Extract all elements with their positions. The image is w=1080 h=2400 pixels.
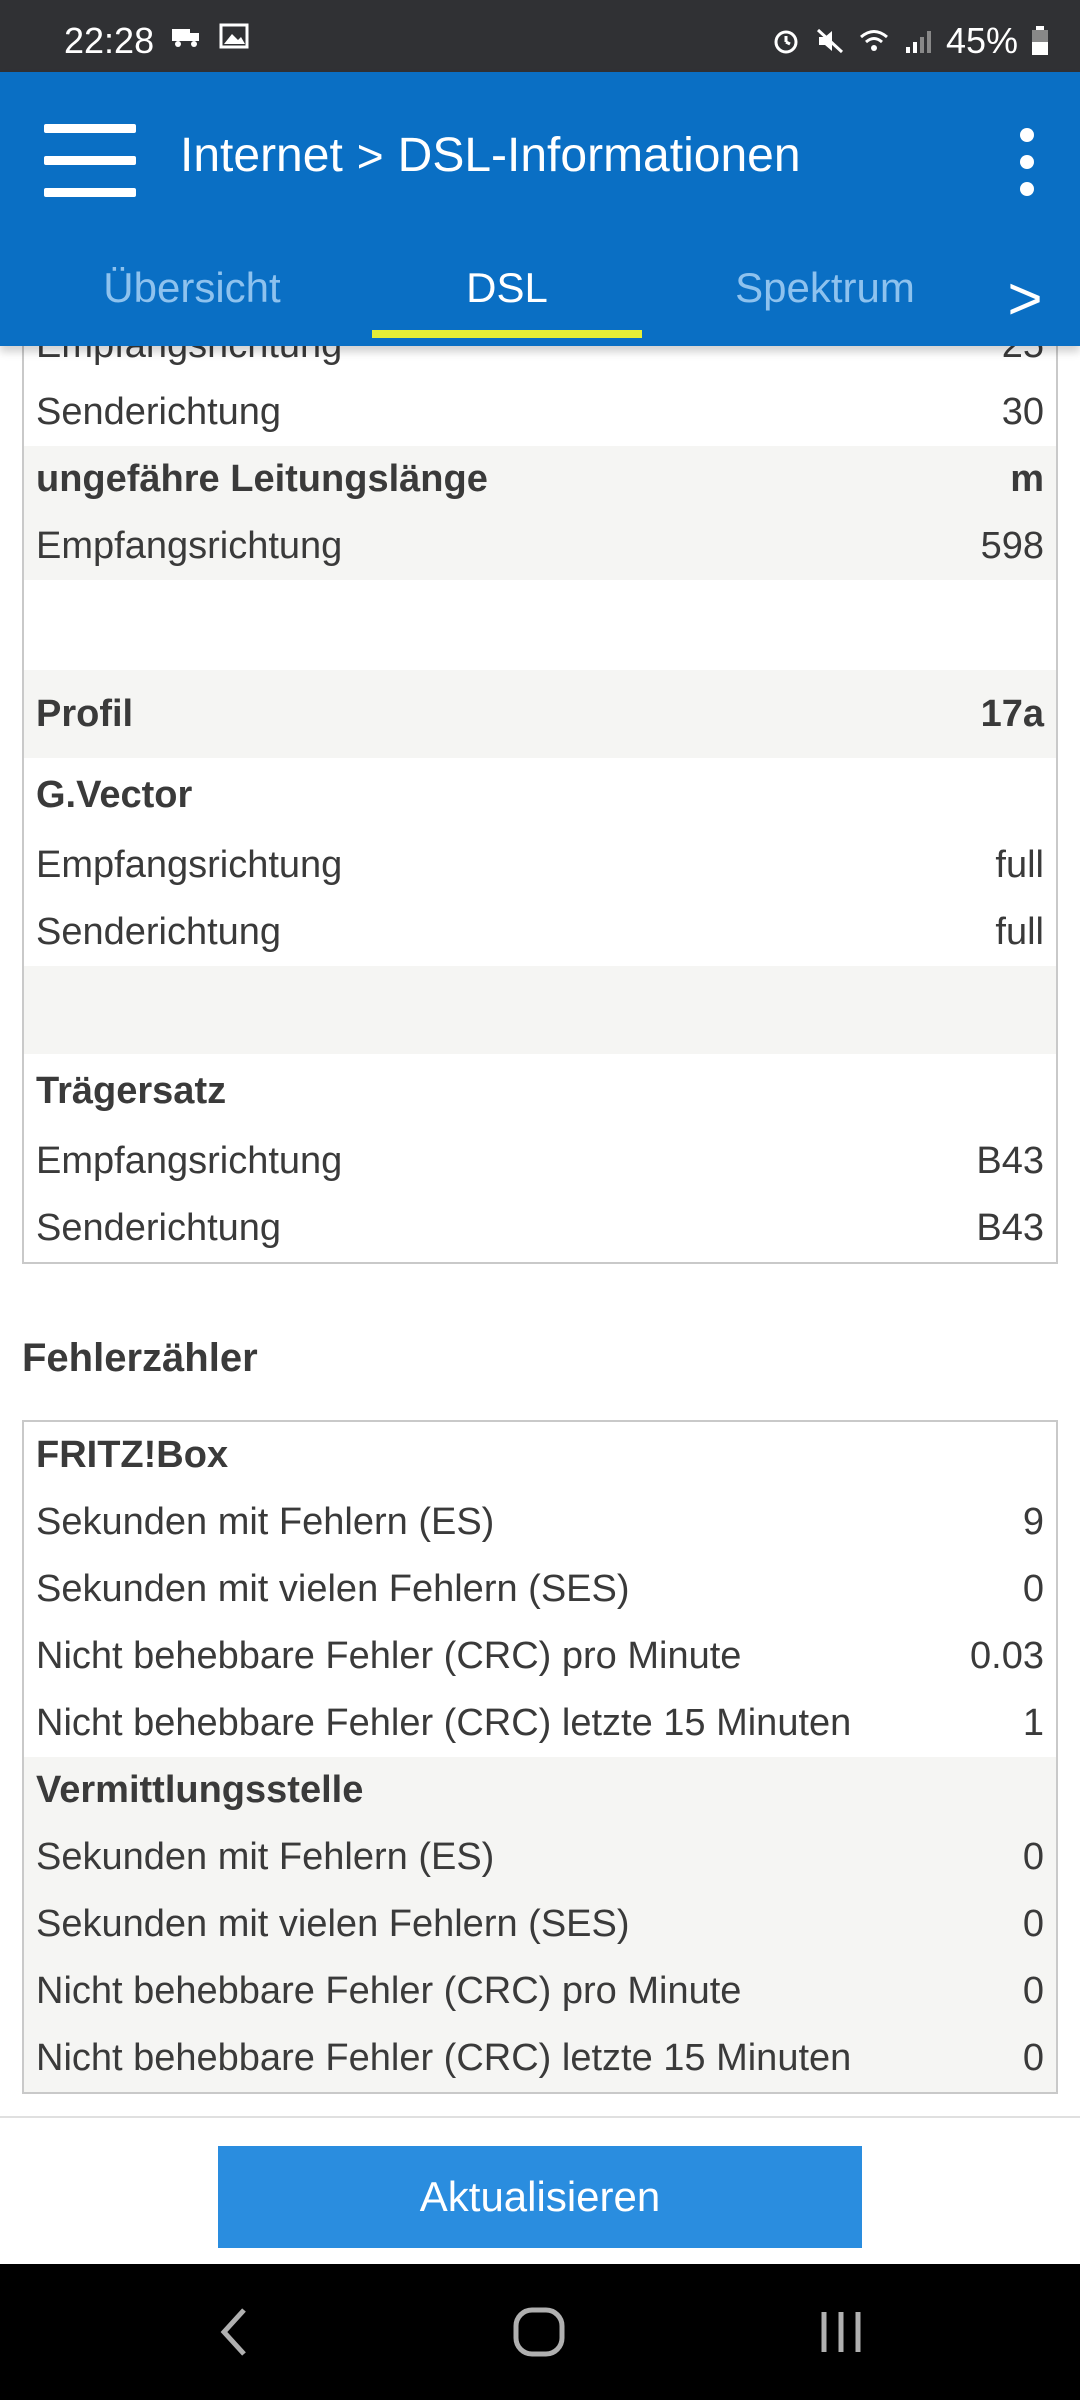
breadcrumb-internet[interactable]: Internet (180, 129, 343, 182)
status-left-icons (170, 22, 250, 50)
table-row: Empfangsrichtung B43 (36, 1140, 1044, 1182)
table-row: G.Vector (36, 774, 193, 816)
table-row: Nicht behebbare Fehler (CRC) letzte 15 M… (24, 2025, 1056, 2092)
section-title-fehlerzaehler: Fehlerzähler (22, 1336, 258, 1380)
chevron-right-icon[interactable]: > (1007, 265, 1043, 332)
dsl-table: Empfangsrichtung 25 Senderichtung 30 ung… (22, 346, 1058, 1264)
table-row: Nicht behebbare Fehler (CRC) pro Minute … (24, 1958, 1056, 2025)
table-row: FRITZ!Box (36, 1434, 229, 1476)
table-spacer (24, 966, 1056, 1054)
table-row: Empfangsrichtung full (36, 844, 1044, 886)
aktualisieren-button[interactable]: Aktualisieren (218, 2146, 862, 2248)
recents-icon[interactable] (816, 2302, 866, 2362)
tab-spektrum[interactable]: Spektrum (735, 264, 915, 311)
back-icon[interactable] (214, 2302, 254, 2362)
more-options-icon[interactable] (1016, 128, 1040, 198)
app-bar: Internet > DSL-Informationen Übersicht D… (0, 72, 1080, 346)
table-row: Sekunden mit vielen Fehlern (SES) 0 (36, 1568, 1044, 1610)
alarm-icon (774, 30, 798, 54)
tab-uebersicht[interactable]: Übersicht (103, 264, 281, 311)
wifi-icon (859, 30, 888, 51)
image-icon (219, 23, 249, 49)
table-row: Nicht behebbare Fehler (CRC) pro Minute … (36, 1635, 1044, 1677)
mute-icon (816, 28, 843, 54)
status-right-icons: 45% (770, 20, 1050, 62)
table-row: Sekunden mit vielen Fehlern (SES) 0 (24, 1891, 1056, 1958)
table-row: Vermittlungsstelle (24, 1757, 1056, 1824)
table-row: Sekunden mit Fehlern (ES) 0 (24, 1824, 1056, 1891)
home-icon[interactable] (512, 2302, 566, 2362)
table-row: ungefähre Leitungslänge m (24, 446, 1056, 513)
table-row: Senderichtung 30 (36, 391, 1044, 433)
signal-icon (905, 31, 931, 53)
table-row: Sekunden mit Fehlern (ES) 9 (36, 1501, 1044, 1543)
table-row: Trägersatz (36, 1070, 227, 1112)
status-time: 22:28 (64, 20, 155, 61)
status-bar: 22:28 45% (0, 0, 1080, 72)
breadcrumb: Internet > DSL-Informationen (180, 128, 801, 183)
tab-bar: Übersicht DSL Spektrum (0, 248, 1080, 346)
tab-indicator (372, 330, 642, 338)
truck-icon (172, 29, 199, 47)
footer: Aktualisieren (0, 2116, 1080, 2264)
tab-dsl[interactable]: DSL (466, 264, 548, 311)
battery-percentage: 45% (945, 20, 1018, 61)
error-counter-table: FRITZ!Box Sekunden mit Fehlern (ES) 9 Se… (22, 1420, 1058, 2094)
table-row: Senderichtung B43 (36, 1207, 1044, 1249)
hamburger-menu-icon[interactable] (44, 124, 136, 197)
system-navigation-bar (0, 2264, 1080, 2400)
breadcrumb-separator: > (356, 129, 384, 182)
table-spacer (24, 580, 1056, 670)
battery-icon (1032, 26, 1048, 55)
table-row: Senderichtung full (36, 911, 1044, 953)
table-row: Profil 17a (24, 670, 1056, 758)
table-row: Nicht behebbare Fehler (CRC) letzte 15 M… (36, 1702, 1044, 1744)
table-row: Empfangsrichtung 25 (24, 346, 1056, 379)
breadcrumb-dsl-informationen: DSL-Informationen (397, 129, 801, 182)
table-row: Empfangsrichtung 598 (24, 513, 1056, 580)
content-scroll-area[interactable]: Empfangsrichtung 25 Senderichtung 30 ung… (0, 346, 1080, 2116)
